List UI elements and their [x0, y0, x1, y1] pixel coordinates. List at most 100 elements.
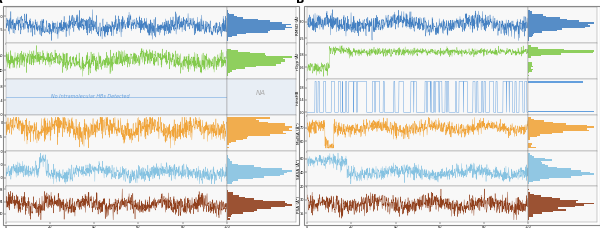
Bar: [227, 11, 229, 13]
Bar: [528, 159, 552, 161]
Bar: [528, 165, 548, 167]
Bar: [227, 126, 292, 128]
Bar: [227, 30, 270, 31]
Bar: [528, 122, 553, 123]
Text: A: A: [0, 0, 3, 5]
Bar: [227, 70, 232, 72]
Bar: [528, 130, 589, 131]
Y-axis label: intraHB: intraHB: [296, 89, 299, 104]
Bar: [528, 200, 578, 201]
Bar: [227, 165, 254, 167]
Bar: [227, 142, 231, 143]
Bar: [227, 181, 233, 182]
Bar: [227, 24, 292, 25]
Bar: [528, 173, 594, 175]
Bar: [528, 133, 552, 134]
Bar: [528, 145, 530, 147]
Bar: [227, 211, 254, 212]
Bar: [528, 70, 532, 72]
Bar: [227, 161, 232, 162]
Bar: [227, 134, 270, 136]
Bar: [227, 176, 264, 178]
Text: B: B: [296, 0, 304, 5]
Bar: [528, 11, 532, 13]
Bar: [227, 52, 250, 53]
Bar: [227, 155, 228, 156]
Bar: [528, 36, 532, 38]
Bar: [227, 197, 245, 198]
Bar: [227, 50, 238, 52]
Bar: [528, 176, 571, 178]
Bar: [528, 136, 536, 137]
Bar: [528, 17, 560, 19]
Bar: [227, 214, 232, 215]
Bar: [227, 125, 285, 126]
Bar: [227, 19, 258, 21]
Bar: [227, 27, 292, 28]
Y-axis label: rGyp (Å): rGyp (Å): [295, 52, 300, 70]
Bar: [227, 140, 236, 142]
Bar: [528, 164, 545, 165]
Bar: [227, 195, 239, 197]
Bar: [227, 212, 243, 214]
Bar: [227, 156, 228, 158]
Bar: [528, 209, 566, 211]
Bar: [528, 27, 584, 28]
Bar: [227, 39, 228, 41]
Bar: [528, 111, 594, 112]
Bar: [227, 167, 261, 168]
Bar: [528, 158, 545, 159]
Bar: [227, 69, 236, 70]
Bar: [227, 56, 292, 58]
Bar: [528, 67, 532, 69]
Bar: [227, 72, 230, 73]
Bar: [227, 14, 234, 16]
Bar: [528, 156, 534, 158]
Bar: [528, 38, 529, 39]
Bar: [227, 190, 228, 192]
Bar: [528, 206, 575, 207]
Bar: [528, 31, 542, 33]
Bar: [528, 211, 553, 212]
Bar: [528, 212, 542, 214]
Bar: [528, 192, 530, 194]
Bar: [227, 31, 268, 33]
Bar: [528, 170, 581, 172]
Bar: [528, 21, 578, 22]
Bar: [227, 136, 248, 137]
Bar: [528, 50, 594, 52]
Bar: [227, 60, 284, 61]
Bar: [227, 159, 230, 161]
Bar: [528, 75, 529, 76]
Bar: [528, 22, 594, 24]
Bar: [227, 147, 229, 148]
Bar: [528, 167, 557, 168]
Bar: [227, 65, 256, 67]
Bar: [528, 55, 541, 56]
Bar: [528, 123, 566, 125]
Bar: [528, 56, 530, 58]
Bar: [528, 178, 549, 179]
Bar: [528, 161, 541, 162]
Bar: [227, 209, 257, 211]
Bar: [227, 218, 230, 220]
Bar: [227, 194, 233, 195]
Bar: [227, 139, 242, 140]
Bar: [227, 178, 253, 179]
Bar: [528, 217, 529, 218]
Bar: [227, 207, 271, 209]
Bar: [227, 120, 259, 122]
Bar: [528, 198, 560, 200]
Text: No Intramolecular HBs Detected: No Intramolecular HBs Detected: [50, 94, 129, 99]
Bar: [528, 207, 557, 209]
Bar: [528, 64, 532, 65]
Bar: [227, 158, 229, 159]
Bar: [528, 16, 546, 17]
Bar: [227, 173, 284, 175]
Bar: [227, 22, 281, 24]
Bar: [528, 10, 530, 11]
Bar: [227, 64, 276, 65]
Bar: [227, 16, 237, 17]
Bar: [227, 58, 283, 60]
Bar: [227, 143, 229, 145]
